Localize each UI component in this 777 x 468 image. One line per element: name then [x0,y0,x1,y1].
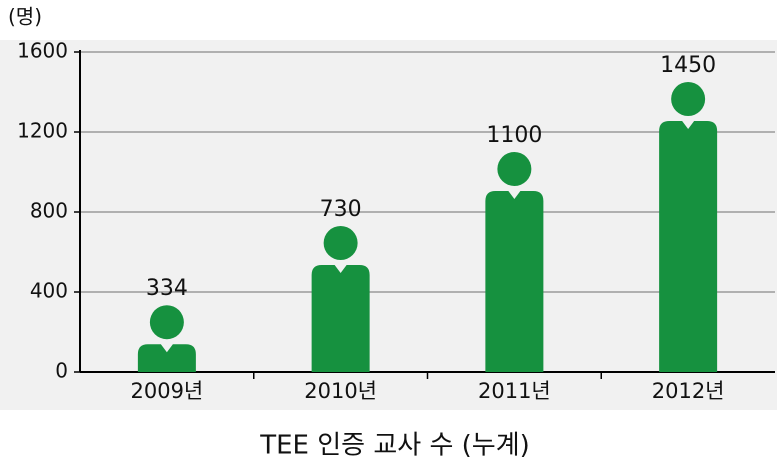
value-label: 1100 [486,123,542,148]
y-tick-label: 1600 [17,39,68,63]
person-head [497,152,532,186]
value-label: 730 [320,197,362,222]
y-unit: (명) [8,5,42,29]
person-body [137,344,196,372]
person-bar [311,226,370,372]
person-head [671,82,706,116]
x-tick-label: 2009년 [130,379,203,403]
y-tick-label: 400 [30,279,68,303]
person-body [311,265,370,372]
chart-title: TEE 인증 교사 수 (누계) [259,431,530,461]
x-tick-label: 2010년 [304,379,377,403]
person-bar [485,152,544,372]
x-tick-label: 2011년 [478,379,551,403]
y-tick-label: 0 [55,359,68,383]
value-label: 334 [146,276,188,301]
value-label: 1450 [660,53,716,78]
x-tick-label: 2012년 [652,379,725,403]
person-body [485,191,544,372]
y-tick-label: 800 [30,199,68,223]
y-tick-label: 1200 [17,119,68,143]
person-bar [137,305,196,372]
person-head [149,305,184,340]
person-body [659,121,718,372]
person-head [323,226,358,260]
plot-background [0,40,777,410]
person-bar [659,82,718,372]
